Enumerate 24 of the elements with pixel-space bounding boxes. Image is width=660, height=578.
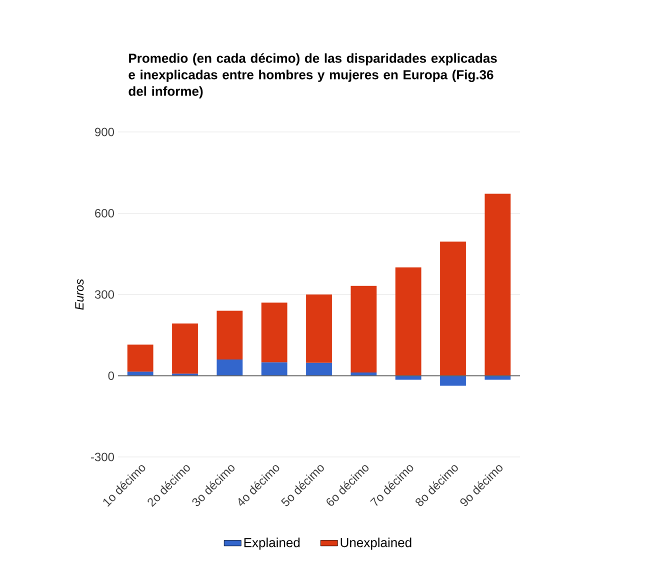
y-tick-label: 0 [108,371,114,380]
y-tick-label: -300 [91,452,114,462]
bar [127,344,154,372]
chart-title: Promedio (en cada décimo) de las disparidades explicadas e inexplicadas entre hombres y mujeres en Europa (Fig.36 del informe) [128,53,497,98]
y-tick-label: 300 [94,290,114,299]
bar [306,294,332,363]
bar [306,362,332,376]
bar [261,302,288,362]
bar [350,286,377,372]
legend-label: Unexplained [340,538,412,550]
bar [395,267,422,376]
bar [395,376,422,380]
bar [484,376,511,380]
bar [440,376,466,386]
y-axis-title: Euros [75,279,84,310]
bar [440,242,466,376]
bar [172,323,198,374]
y-tick-label: 900 [95,128,114,136]
bar [261,362,288,376]
legend-label: Explained [244,538,300,550]
y-tick-label: 600 [95,208,114,218]
bar [216,359,243,376]
bar [216,310,243,360]
bar [484,194,511,376]
